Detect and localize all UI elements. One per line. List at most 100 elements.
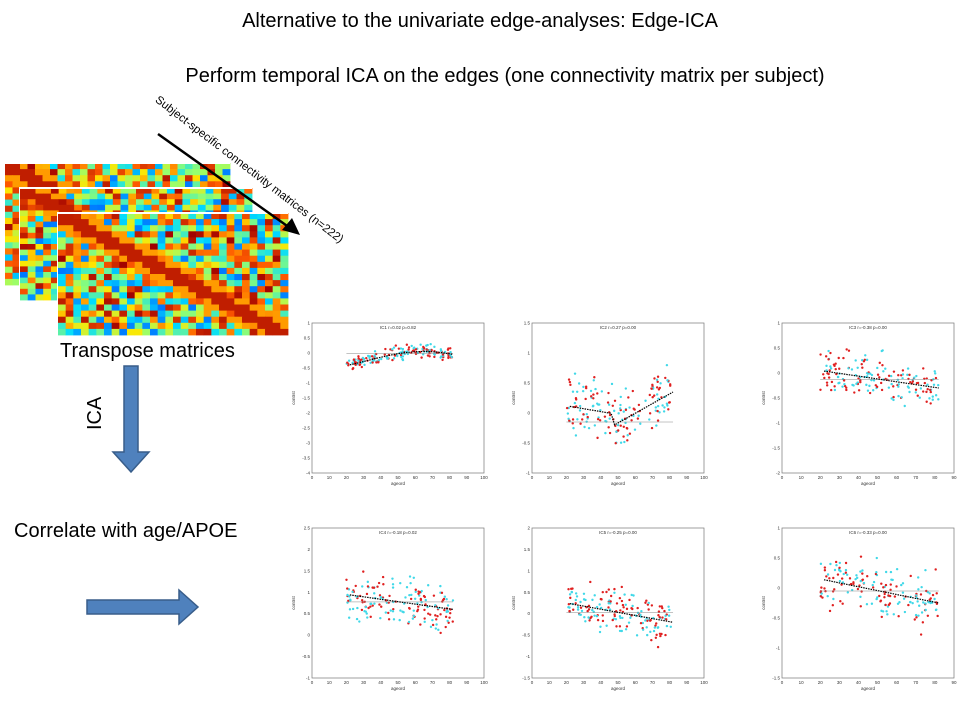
scatter-point [850,368,854,371]
x-tick-label: 100 [480,475,488,480]
scatter-point [924,608,927,612]
x-tick-label: 30 [361,680,367,685]
y-tick-label: 0.5 [524,381,531,386]
scatter-point [656,419,660,422]
y-tick-label: 1 [777,321,780,326]
scatter-point [887,374,891,377]
scatter-point [619,441,623,444]
x-tick-label: 90 [684,680,690,685]
x-tick-label: 40 [856,475,862,480]
scatter-point [346,587,349,590]
scatter-point [447,621,450,624]
scatter-point [592,404,595,408]
scatter-point [897,383,900,386]
scatter-point [892,395,895,399]
scatter-point [831,604,835,607]
y-tick-label: -3.5 [302,456,310,461]
subject-axis-arrow [157,132,300,235]
scatter-point [833,388,837,392]
scatter-point [392,607,395,611]
scatter-point [830,388,833,392]
scatter-point [426,343,429,347]
scatter-point [662,410,666,413]
scatter-point [844,568,848,572]
plot-title: IC6 r=-0.33 p=0.00 [849,530,887,535]
scatter-point [909,574,912,578]
y-tick-label: -2 [306,411,310,416]
scatter-point [367,606,370,610]
scatter-point [650,604,654,607]
scatter-point [351,607,355,611]
scatter-point [407,606,411,610]
scatter-point [667,605,670,608]
scatter-point [829,365,832,368]
scatter-point [917,614,920,617]
scatter-plot-ic5: IC5 r=-0.25 p=0.00 2 1.5 1 0.5 0 -0.5 -1 -1.5 0 10… [510,520,710,695]
scatter-point [879,599,883,602]
y-tick-label: -1 [526,654,530,659]
y-tick-label: -1 [776,646,780,651]
scatter-point [648,418,651,421]
scatter-point [622,410,625,413]
scatter-point [655,378,659,381]
scatter-point [592,393,595,396]
plot-frame [781,322,955,474]
scatter-point [392,346,396,349]
scatter-point [576,418,579,421]
x-tick-label: 100 [480,680,488,685]
scatter-point [835,564,838,567]
slide-subtitle: Perform temporal ICA on the edges (one c… [185,65,825,87]
scatter-point [379,616,382,620]
scatter-point [598,419,602,422]
scatter-point [656,626,660,629]
scatter-point [627,396,630,399]
scatter-point [622,435,625,438]
scatter-point [890,382,893,386]
y-axis-label: contrst [291,391,296,405]
y-tick-label: -0.5 [522,633,530,638]
scatter-point [600,390,604,393]
scatter-point [377,361,380,364]
scatter-point [370,355,374,358]
scatter-point [610,382,614,386]
scatter-point [600,598,603,601]
scatter-point [633,428,637,431]
scatter-point [845,388,848,392]
x-tick-label: 20 [818,475,824,480]
scatter-point [896,602,900,605]
scatter-point [423,608,426,612]
scatter-point [575,390,579,393]
scatter-point [641,621,645,625]
scatter-point [880,582,883,585]
scatter-point [399,347,403,350]
scatter-point [612,409,616,413]
x-tick-label: 50 [395,475,401,480]
scatter-point [624,408,628,412]
scatter-point [449,611,452,615]
scatter-point [619,616,622,620]
scatter-point [935,608,938,611]
scatter-point [416,609,419,613]
scatter-point [644,399,647,402]
x-tick-label: 0 [781,475,784,480]
scatter-point [387,618,391,621]
scatter-point [450,355,453,359]
scatter-point [917,588,920,591]
trend-line [349,350,454,366]
scatter-point [887,603,891,607]
scatter-point [585,420,588,423]
x-tick-label: 60 [894,680,900,685]
scatter-point [928,598,931,601]
x-tick-label: 80 [667,680,673,685]
scatter-point [446,610,450,613]
y-tick-label: 0.5 [524,590,531,595]
scatter-point [412,576,415,579]
scatter-point [451,620,454,623]
x-tick-label: 60 [413,475,419,480]
scatter-point [925,400,928,403]
scatter-point [347,616,351,619]
scatter-point [833,588,836,591]
scatter-plot-ic1: IC1 r=0.02 p=0.82 1 0.5 0 -0.5 -1 -1.5 -2 -2.5 -3… [290,315,490,490]
scatter-point [591,598,594,602]
scatter-point [377,581,381,585]
